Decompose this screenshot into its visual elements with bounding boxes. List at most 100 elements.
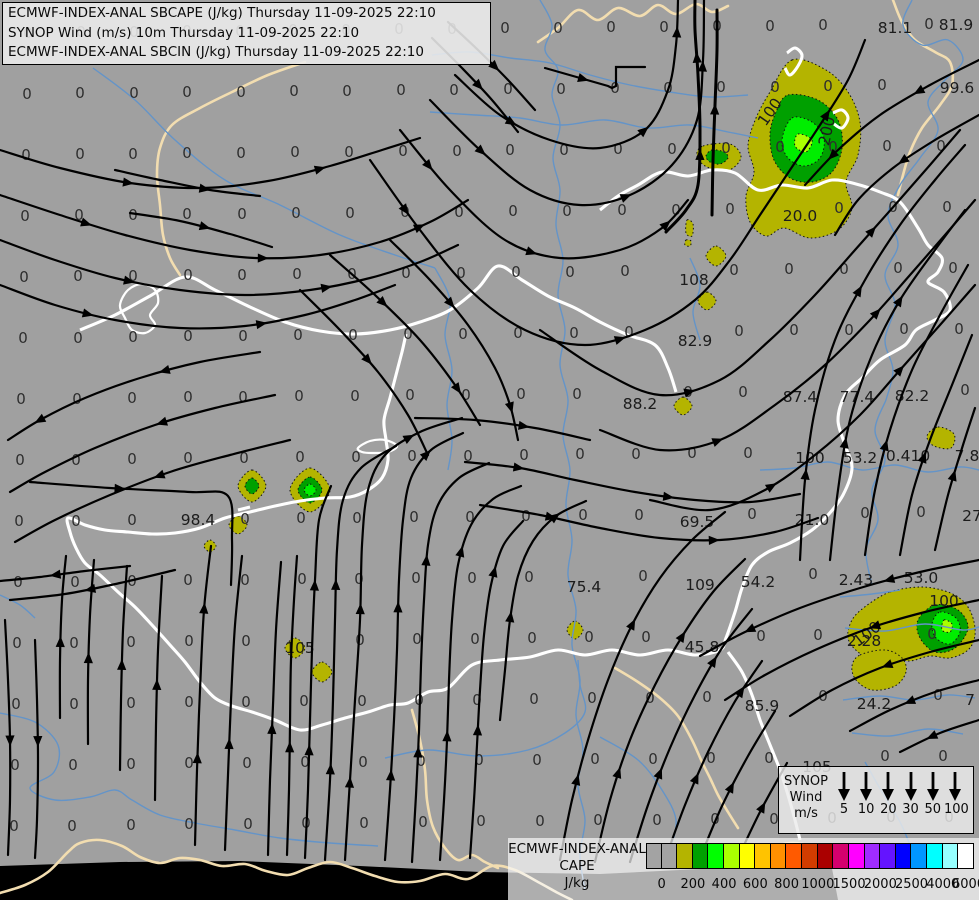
wind-streamline: [723, 598, 979, 702]
station-zero: 0: [927, 625, 937, 643]
station-value-label: 7: [965, 691, 975, 709]
station-zero: 0: [877, 76, 887, 94]
station-zero: 0: [524, 568, 534, 586]
streamline-arrowhead: [393, 601, 403, 613]
station-zero: 0: [297, 570, 307, 588]
title-line-sbcin: ECMWF-INDEX-ANAL SBCIN (J/kg) Thursday 1…: [8, 44, 424, 60]
station-value-label: 82.9: [678, 332, 713, 350]
station-zero: 0: [474, 751, 484, 769]
station-zero: 0: [747, 505, 757, 523]
cape-swatch: [802, 843, 818, 869]
wind-streamline: [303, 484, 333, 860]
streamline-arrowhead: [505, 611, 515, 623]
streamline-arrowhead: [692, 51, 702, 64]
cape-swatch: [895, 843, 912, 869]
streamline-arrowhead: [55, 636, 65, 648]
cape-tick-label: 1000: [801, 877, 835, 892]
station-zero: 0: [128, 328, 138, 346]
streamline-arrowhead: [879, 439, 889, 452]
wind-streamline: [833, 113, 979, 237]
wind-streamline: [410, 461, 491, 864]
streamline-arrowhead: [313, 165, 326, 175]
streamline-arrowhead: [285, 741, 295, 753]
station-zero: 0: [20, 207, 30, 225]
wind-streamline: [368, 38, 867, 347]
cape-swatch: [786, 843, 803, 869]
wind-streamline: [266, 560, 283, 857]
cape-blob-core: [941, 619, 953, 633]
wind-streamline: [0, 136, 422, 190]
station-zero: 0: [565, 263, 575, 281]
station-zero: 0: [183, 449, 193, 467]
wind-streamline: [468, 519, 525, 860]
station-zero: 0: [808, 565, 818, 583]
cape-blob-olive: [851, 649, 907, 691]
station-zero: 0: [15, 451, 25, 469]
station-value-label: 53.2: [843, 449, 878, 467]
streamline-arrowhead: [926, 730, 939, 740]
synop-speed-label: 10: [857, 802, 875, 817]
synop-arrow-50: 50: [922, 770, 944, 833]
station-zero: 0: [893, 259, 903, 277]
station-zero: 0: [345, 204, 355, 222]
station-zero: 0: [236, 83, 246, 101]
station-zero: 0: [593, 811, 603, 829]
wind-streamline: [13, 438, 292, 544]
station-zero: 0: [184, 632, 194, 650]
streamline-arrowhead: [385, 769, 396, 781]
station-zero: 0: [126, 633, 136, 651]
cape-tick-label: 1500: [832, 877, 866, 892]
wind-streamline: [86, 558, 96, 746]
station-zero: 0: [734, 322, 744, 340]
streamline-arrowhead: [689, 772, 699, 785]
cape-swatch: [724, 843, 740, 869]
cape-tick-label: 600: [742, 877, 768, 892]
station-zero: 0: [183, 266, 193, 284]
station-zero: 0: [299, 692, 309, 710]
streamline-arrowhead: [577, 73, 589, 82]
streamline-arrowhead: [421, 554, 431, 566]
station-zero: 0: [359, 814, 369, 832]
country-border-white: [832, 108, 850, 130]
cape-tick-label: 200: [680, 877, 706, 892]
wind-streamline: [453, 0, 680, 150]
station-value-label: 81.9: [939, 16, 974, 34]
cape-tick-label: 800: [774, 877, 799, 892]
station-zero: 0: [184, 815, 194, 833]
station-value-label: 24.2: [857, 695, 892, 713]
station-value-label: 109: [685, 576, 715, 594]
station-zero: 0: [613, 140, 623, 158]
wind-streamline: [193, 544, 213, 847]
station-zero: 0: [403, 325, 413, 343]
wind-streamline: [828, 208, 967, 562]
synop-legend-line2: Wind: [789, 790, 823, 805]
station-zero: 0: [818, 16, 828, 34]
down-arrow-icon: [838, 772, 850, 801]
streamline-arrowhead: [893, 295, 903, 308]
station-zero: 0: [70, 573, 80, 591]
station-zero: 0: [183, 388, 193, 406]
station-zero: 0: [738, 383, 748, 401]
synop-speed-label: 50: [924, 802, 942, 817]
station-zero: 0: [936, 137, 946, 155]
station-value-label: 45.8: [685, 638, 720, 656]
station-value-label: 69.5: [680, 513, 715, 531]
streamline-arrowhead: [199, 602, 209, 614]
wind-streamline: [664, 0, 702, 234]
station-zero: 0: [535, 812, 545, 830]
station-zero: 0: [398, 142, 408, 160]
station-zero: 0: [127, 450, 137, 468]
wind-streamline: [598, 198, 977, 452]
station-zero: 0: [405, 386, 415, 404]
streamline-arrowhead: [512, 462, 525, 472]
wind-streamline: [788, 638, 979, 718]
station-zero: 0: [467, 569, 477, 587]
streamline-arrowhead: [637, 126, 649, 138]
streamline-arrowhead: [422, 159, 433, 171]
station-zero: 0: [409, 508, 419, 526]
streamline-arrowhead: [708, 535, 720, 545]
streamline-arrowhead: [504, 401, 514, 414]
down-arrow-icon: [860, 772, 873, 801]
streamline-arrowhead: [662, 491, 675, 501]
